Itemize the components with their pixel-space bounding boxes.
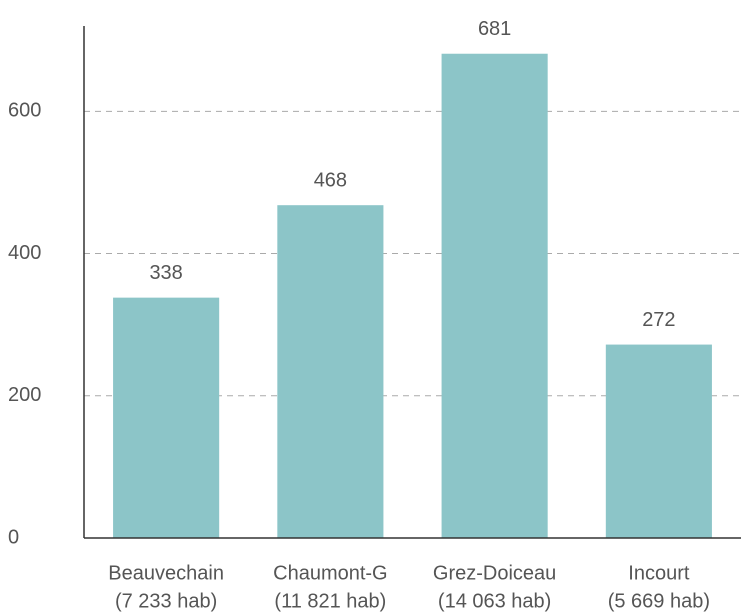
y-tick-label: 600 — [8, 100, 41, 122]
x-tick-label: (5 669 hab) — [608, 590, 710, 612]
x-tick-label: Chaumont-G — [273, 562, 388, 584]
bar — [277, 205, 384, 538]
y-tick-label: 0 — [8, 526, 19, 548]
x-tick-label: (11 821 hab) — [274, 590, 386, 612]
x-tick-label: Beauvechain — [108, 562, 224, 584]
bar — [113, 297, 220, 538]
value-label: 272 — [642, 309, 675, 331]
value-label: 681 — [478, 18, 511, 40]
bar — [441, 53, 548, 538]
y-tick-label: 400 — [8, 242, 41, 264]
bar — [605, 344, 712, 538]
y-tick-label: 200 — [8, 384, 41, 406]
x-tick-label: Incourt — [628, 562, 690, 584]
value-label: 338 — [149, 262, 182, 284]
x-tick-label: (7 233 hab) — [115, 590, 217, 612]
x-tick-label: Grez-Doiceau — [433, 562, 556, 584]
x-tick-label: (14 063 hab) — [438, 590, 551, 612]
value-label: 468 — [314, 169, 347, 191]
